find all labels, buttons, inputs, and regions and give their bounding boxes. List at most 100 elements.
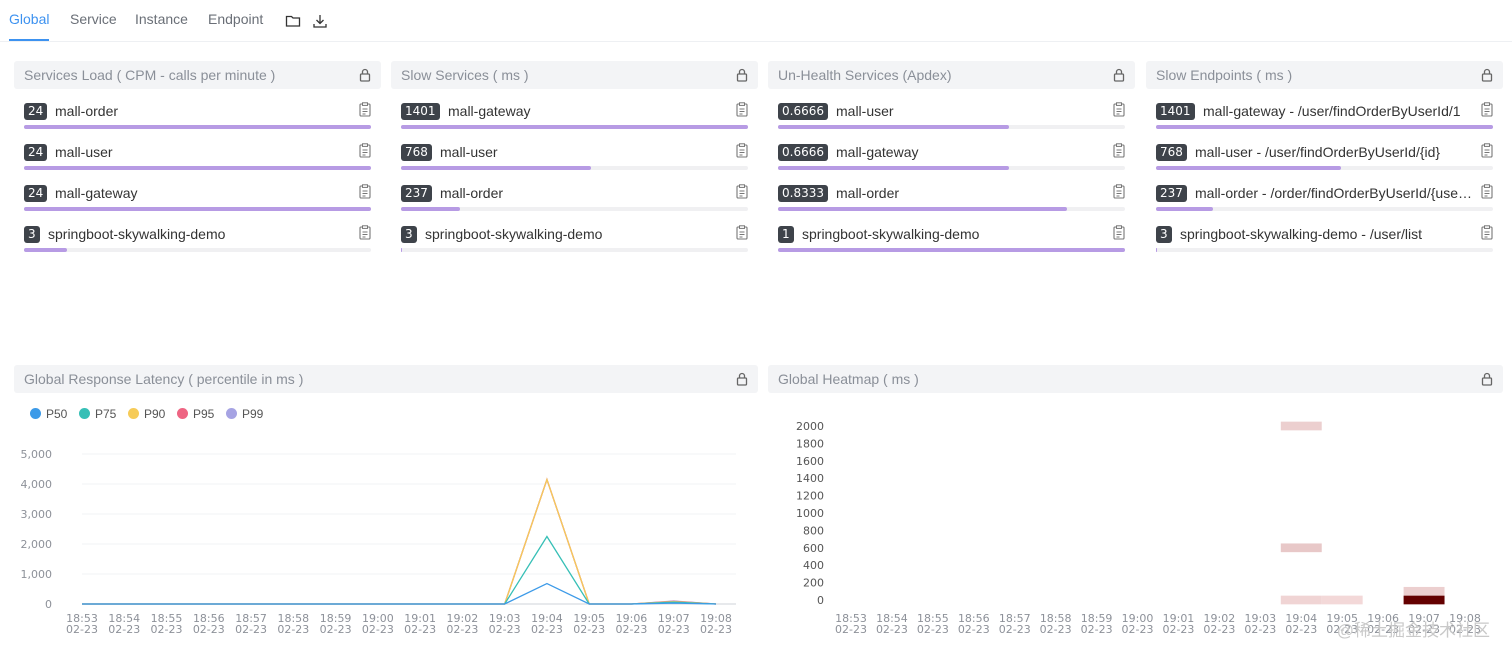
x-tick-date: 02-23: [1162, 623, 1194, 636]
progress-fill: [1156, 166, 1341, 170]
progress-fill: [401, 125, 748, 129]
legend-item-p99[interactable]: P99: [226, 407, 263, 423]
legend-label: P75: [95, 407, 117, 421]
progress-track: [401, 207, 748, 211]
x-tick-date: 02-23: [573, 623, 605, 636]
list-item[interactable]: 0.6666 mall-user: [778, 100, 1125, 136]
copy-clipboard-icon[interactable]: [1113, 102, 1125, 117]
y-tick-label: 2,000: [21, 538, 53, 551]
list-item[interactable]: 1 springboot-skywalking-demo: [778, 223, 1125, 259]
legend-dot: [226, 408, 237, 419]
legend-item-p95[interactable]: P95: [177, 407, 214, 423]
progress-fill: [778, 166, 1010, 170]
legend-item-p75[interactable]: P75: [79, 407, 116, 423]
progress-fill: [778, 207, 1068, 211]
list-item[interactable]: 3 springboot-skywalking-demo: [24, 223, 371, 259]
lock-icon[interactable]: [1481, 68, 1493, 82]
list-item[interactable]: 3 springboot-skywalking-demo: [401, 223, 748, 259]
heatmap-cell: [1403, 595, 1445, 605]
heatmap-cell: [1321, 595, 1363, 605]
panel-title: Global Response Latency ( percentile in …: [24, 371, 304, 387]
copy-clipboard-icon[interactable]: [1113, 143, 1125, 158]
list-item[interactable]: 1401 mall-gateway - /user/findOrderByUser…: [1156, 100, 1493, 136]
series-line-p50: [82, 582, 717, 605]
progress-fill: [1156, 207, 1213, 211]
x-tick-date: 02-23: [1449, 623, 1481, 636]
x-tick-date: 02-23: [1122, 623, 1154, 636]
download-icon[interactable]: [312, 13, 328, 29]
x-tick-date: 02-23: [277, 623, 309, 636]
copy-clipboard-icon[interactable]: [359, 102, 371, 117]
services-load-panel: Services Load ( CPM - calls per minute )…: [14, 61, 381, 261]
copy-clipboard-icon[interactable]: [736, 225, 748, 240]
panel-header: Un-Health Services (Apdex): [768, 61, 1135, 89]
value-badge: 0.8333: [778, 185, 828, 202]
list-item[interactable]: 3 springboot-skywalking-demo - /user/list: [1156, 223, 1493, 259]
progress-fill: [24, 248, 68, 252]
lock-icon[interactable]: [1481, 372, 1493, 386]
list-item[interactable]: 237 mall-order - /order/findOrderByUserId…: [1156, 182, 1493, 218]
list-item[interactable]: 0.8333 mall-order: [778, 182, 1125, 218]
copy-clipboard-icon[interactable]: [359, 225, 371, 240]
legend-item-p50[interactable]: P50: [30, 407, 67, 423]
list-item[interactable]: 1401 mall-gateway: [401, 100, 748, 136]
list-item[interactable]: 24 mall-gateway: [24, 182, 371, 218]
copy-clipboard-icon[interactable]: [1481, 225, 1493, 240]
value-badge: 3: [401, 226, 417, 243]
tab-instance[interactable]: Instance: [135, 11, 188, 27]
list-item[interactable]: 24 mall-order: [24, 100, 371, 136]
list-item[interactable]: 768 mall-user - /user/findOrderByUserId/{…: [1156, 141, 1493, 177]
copy-clipboard-icon[interactable]: [1113, 225, 1125, 240]
progress-fill: [24, 166, 371, 170]
lock-icon[interactable]: [736, 372, 748, 386]
x-tick-date: 02-23: [235, 623, 267, 636]
item-label: springboot-skywalking-demo: [425, 226, 603, 242]
copy-clipboard-icon[interactable]: [1481, 102, 1493, 117]
legend-item-p90[interactable]: P90: [128, 407, 165, 423]
value-badge: 0.6666: [778, 144, 828, 161]
progress-fill: [401, 166, 592, 170]
progress-track: [1156, 207, 1493, 211]
item-label: mall-gateway: [836, 144, 919, 160]
list-item[interactable]: 237 mall-order: [401, 182, 748, 218]
progress-track: [401, 125, 748, 129]
x-tick-date: 02-23: [1244, 623, 1276, 636]
tab-service[interactable]: Service: [70, 11, 117, 27]
value-badge: 1: [778, 226, 794, 243]
copy-clipboard-icon[interactable]: [1481, 143, 1493, 158]
x-tick-date: 02-23: [446, 623, 478, 636]
copy-clipboard-icon[interactable]: [736, 184, 748, 199]
copy-clipboard-icon[interactable]: [359, 143, 371, 158]
list-item[interactable]: 24 mall-user: [24, 141, 371, 177]
tab-endpoint[interactable]: Endpoint: [208, 11, 264, 27]
item-label: springboot-skywalking-demo - /user/list: [1180, 226, 1422, 242]
lock-icon[interactable]: [359, 68, 371, 82]
list-item[interactable]: 768 mall-user: [401, 141, 748, 177]
item-label: mall-user: [836, 103, 894, 119]
legend-dot: [79, 408, 90, 419]
x-tick-date: 02-23: [1081, 623, 1113, 636]
item-label: mall-order: [836, 185, 900, 201]
x-tick-label: 19:01: [1163, 612, 1195, 625]
folder-icon[interactable]: [285, 13, 301, 29]
lock-icon[interactable]: [736, 68, 748, 82]
legend-label: P99: [242, 407, 264, 421]
copy-clipboard-icon[interactable]: [736, 143, 748, 158]
copy-clipboard-icon[interactable]: [1113, 184, 1125, 199]
copy-clipboard-icon[interactable]: [1481, 184, 1493, 199]
lock-icon[interactable]: [1113, 68, 1125, 82]
x-tick-label: 18:56: [958, 612, 990, 625]
y-tick-label: 4,000: [21, 478, 53, 491]
y-tick-label: 0: [817, 594, 824, 607]
copy-clipboard-icon[interactable]: [359, 184, 371, 199]
progress-fill: [1156, 125, 1493, 129]
legend-dot: [128, 408, 139, 419]
heatmap-cell: [1280, 421, 1322, 431]
progress-track: [24, 166, 371, 170]
x-tick-label: 19:07: [658, 612, 690, 625]
item-label: mall-user - /user/findOrderByUserId/{id}: [1195, 144, 1441, 160]
y-tick-label: 2000: [796, 420, 824, 433]
tab-global[interactable]: Global: [9, 11, 50, 41]
copy-clipboard-icon[interactable]: [736, 102, 748, 117]
list-item[interactable]: 0.6666 mall-gateway: [778, 141, 1125, 177]
